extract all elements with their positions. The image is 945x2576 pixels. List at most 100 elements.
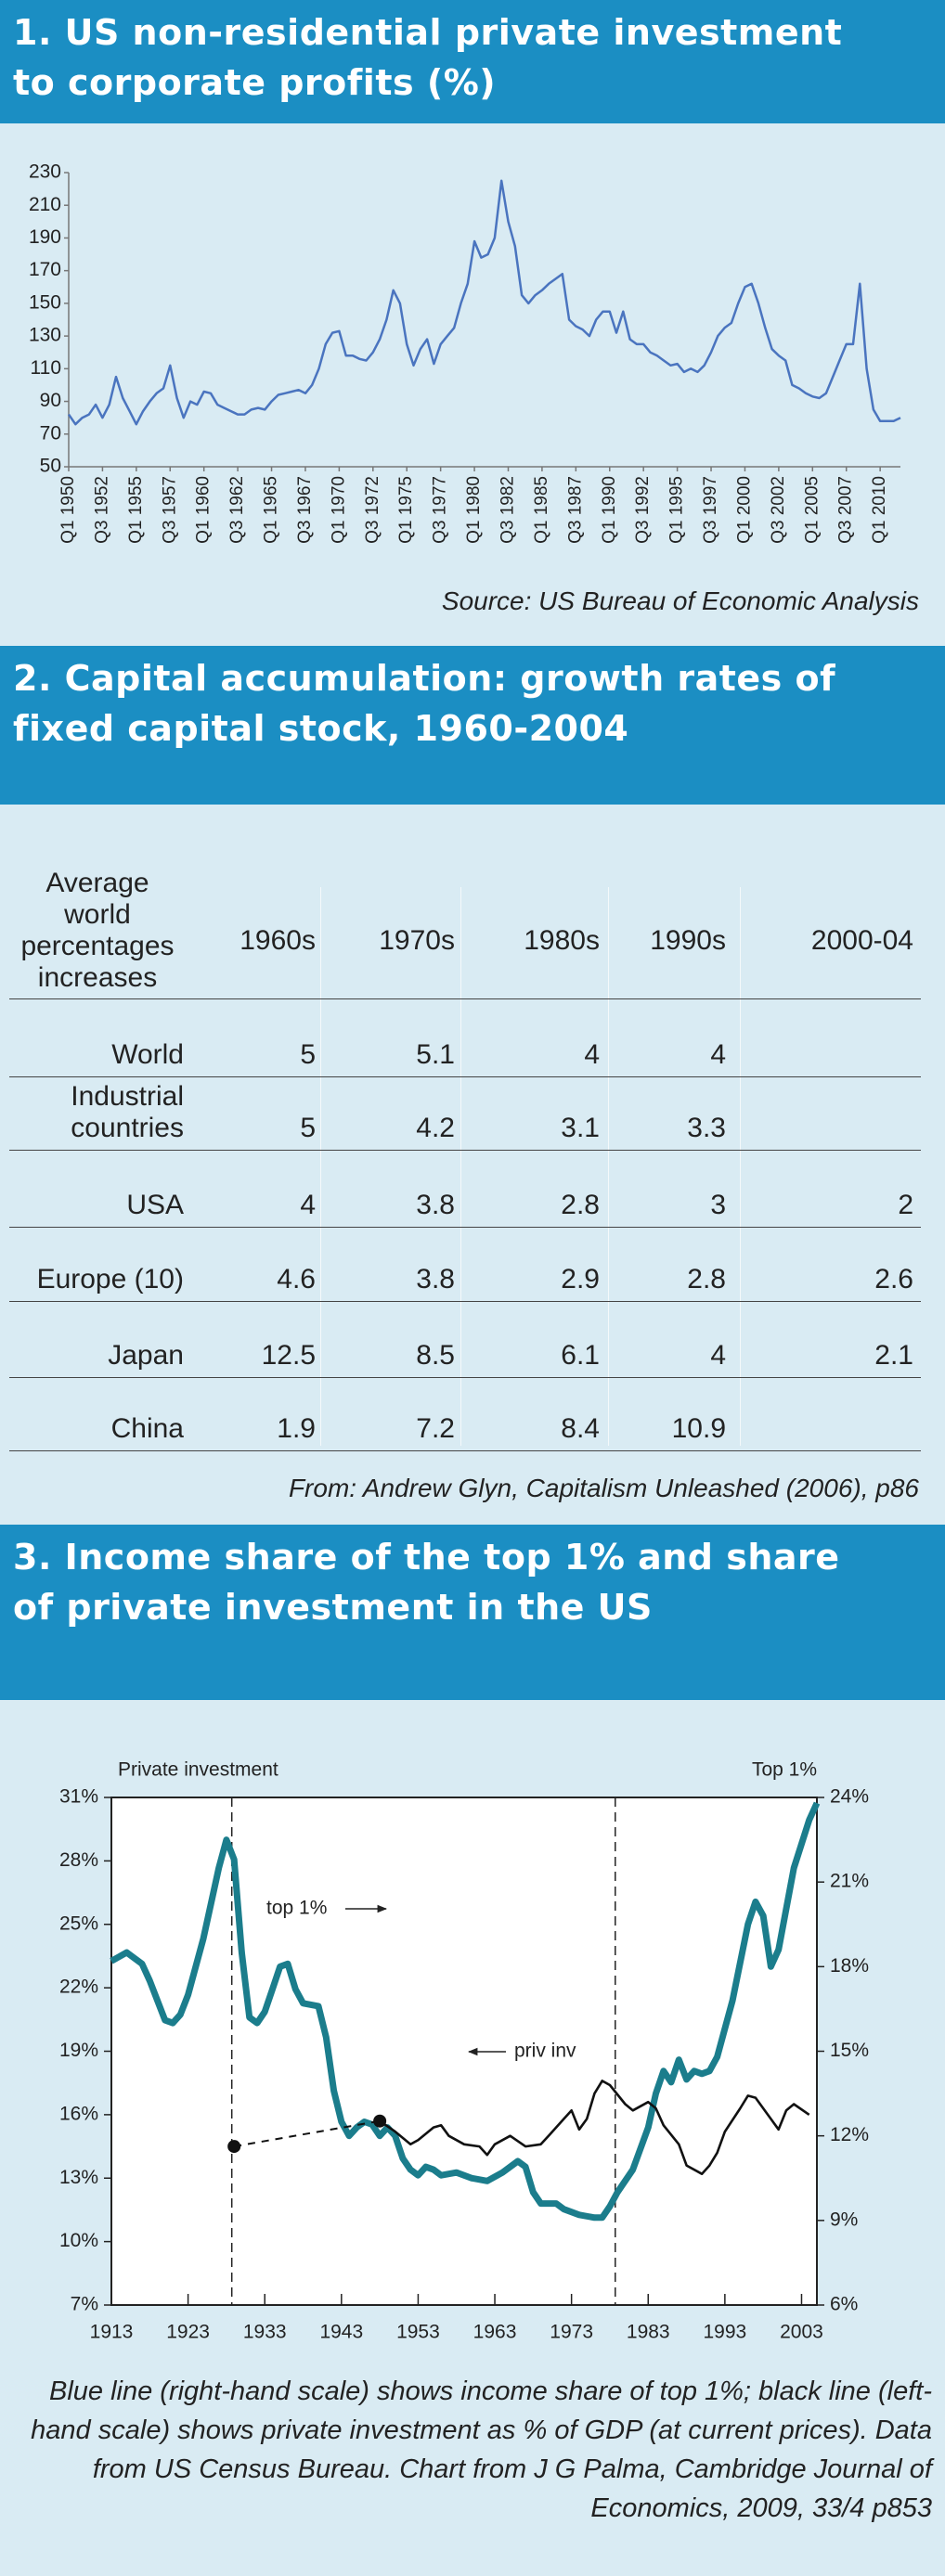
source-note: Source: US Bureau of Economic Analysis [441, 586, 919, 615]
y-tick-label: 230 [29, 161, 61, 183]
y2-tick-label: 18% [830, 1955, 869, 1977]
x-tick-label: Q1 1955 [126, 476, 146, 544]
y-tick-label: 19% [59, 2040, 98, 2061]
plot-frame [110, 1797, 818, 2306]
table-cell: 8.5 [416, 1340, 455, 1371]
caption: Blue line (right-hand scale) shows incom… [31, 2376, 932, 2523]
row-label: Europe (10) [36, 1264, 184, 1294]
table-cell: 10.9 [671, 1413, 726, 1444]
x-tick-label: Q1 1995 [667, 476, 687, 544]
row-label: Japan [108, 1340, 184, 1371]
table-cell: 1.9 [277, 1413, 316, 1444]
x-tick-label: Q1 2005 [802, 476, 822, 544]
y2-tick-label: 12% [830, 2124, 869, 2145]
row-rule [9, 1076, 921, 1077]
x-tick-label: Q3 1952 [92, 476, 111, 544]
x-tick-label: Q3 1977 [431, 476, 450, 544]
table-cell: 2.9 [561, 1264, 600, 1294]
x-tick-label: Q3 1997 [701, 476, 720, 544]
section-header: 3. Income share of the top 1% and share … [0, 1525, 945, 1700]
x-tick-label: Q1 1980 [464, 476, 484, 544]
x-tick-label: 1923 [166, 2322, 210, 2343]
table-cell: 4 [584, 1039, 600, 1070]
x-tick-label: Q1 1950 [58, 476, 78, 544]
data-point [373, 2114, 387, 2128]
x-tick-label: Q3 1987 [565, 476, 585, 544]
y2-axis-label: Top 1% [752, 1759, 817, 1781]
x-tick-label: Q1 1965 [262, 476, 281, 544]
x-tick-label: 1983 [627, 2322, 670, 2343]
x-tick-label: Q3 1962 [227, 476, 247, 544]
table-cell: 6.1 [561, 1340, 600, 1371]
table-cell: 4.2 [416, 1113, 455, 1143]
y2-tick-label: 6% [830, 2294, 858, 2315]
y-tick-label: 22% [59, 1977, 98, 1998]
table-cell: 5.1 [416, 1039, 455, 1070]
x-tick-label: Q3 1972 [363, 476, 382, 544]
x-tick-label: Q1 2000 [734, 476, 754, 544]
y-tick-label: 50 [40, 456, 61, 477]
y-tick-label: 210 [29, 194, 61, 215]
column-header: 1960s [239, 925, 316, 956]
table-cell: 4 [300, 1190, 316, 1220]
data-line [234, 2119, 381, 2148]
x-tick-label: 1993 [704, 2322, 747, 2343]
x-tick-label: 1913 [90, 2322, 134, 2343]
table-cell: 2 [898, 1190, 913, 1220]
x-tick-label: Q3 1957 [160, 476, 179, 544]
row-label: USA [126, 1190, 184, 1220]
annotation: priv inv [514, 2041, 576, 2062]
section-header: 1. US non-residential private investment… [0, 0, 945, 123]
section-title: 2. Capital accumulation: growth rates of… [13, 658, 836, 749]
row-rule [9, 1450, 921, 1451]
table-cell: 7.2 [416, 1413, 455, 1444]
table-cell: 3.1 [561, 1113, 600, 1143]
row-rule [9, 1377, 921, 1378]
data-point [227, 2140, 241, 2154]
y-tick-label: 13% [59, 2167, 98, 2188]
table-cell: 3.8 [416, 1190, 455, 1220]
x-tick-label: 2003 [780, 2322, 823, 2343]
table-cell: 4 [710, 1340, 726, 1371]
column-header: 1980s [524, 925, 600, 956]
section-title: 1. US non-residential private investment… [13, 12, 843, 103]
data-line [67, 179, 901, 426]
y-tick-label: 190 [29, 226, 61, 248]
x-tick-label: 1953 [396, 2322, 440, 2343]
row-rule [9, 1301, 921, 1302]
column-header: 1970s [379, 925, 455, 956]
x-tick-label: Q3 1992 [633, 476, 653, 544]
source-note: From: Andrew Glyn, Capitalism Unleashed … [288, 1474, 919, 1502]
y-tick-label: 31% [59, 1786, 98, 1808]
column-separator [320, 887, 321, 1446]
y2-tick-label: 15% [830, 2040, 869, 2061]
x-tick-label: Q1 1975 [396, 476, 416, 544]
x-tick-label: 1943 [319, 2322, 363, 2343]
table-cell: 3.3 [687, 1113, 726, 1143]
table-cell: 3 [710, 1190, 726, 1220]
y-tick-label: 170 [29, 259, 61, 280]
x-tick-label: 1933 [243, 2322, 287, 2343]
column-separator [740, 887, 741, 1446]
x-tick-label: Q1 1990 [600, 476, 619, 544]
y2-tick-label: 24% [830, 1786, 869, 1808]
y-tick-label: 110 [31, 357, 61, 379]
y-tick-label: 130 [29, 325, 61, 346]
row-rule [9, 1150, 921, 1151]
annotation: top 1% [266, 1898, 327, 1919]
column-header: Average world percentages increases [20, 868, 175, 993]
y-tick-label: 10% [59, 2230, 98, 2251]
x-tick-label: Q1 1970 [329, 476, 348, 544]
table-cell: 5 [300, 1039, 316, 1070]
x-tick-label: 1963 [473, 2322, 517, 2343]
row-label: China [110, 1413, 184, 1444]
x-tick-label: Q3 2002 [769, 476, 788, 544]
x-tick-label: Q3 2007 [836, 476, 856, 544]
y-tick-label: 25% [59, 1913, 98, 1934]
table-cell: 12.5 [261, 1340, 316, 1371]
x-tick-label: Q3 1967 [295, 476, 315, 544]
y-tick-label: 16% [59, 2103, 98, 2124]
table-cell: 2.1 [874, 1340, 913, 1371]
